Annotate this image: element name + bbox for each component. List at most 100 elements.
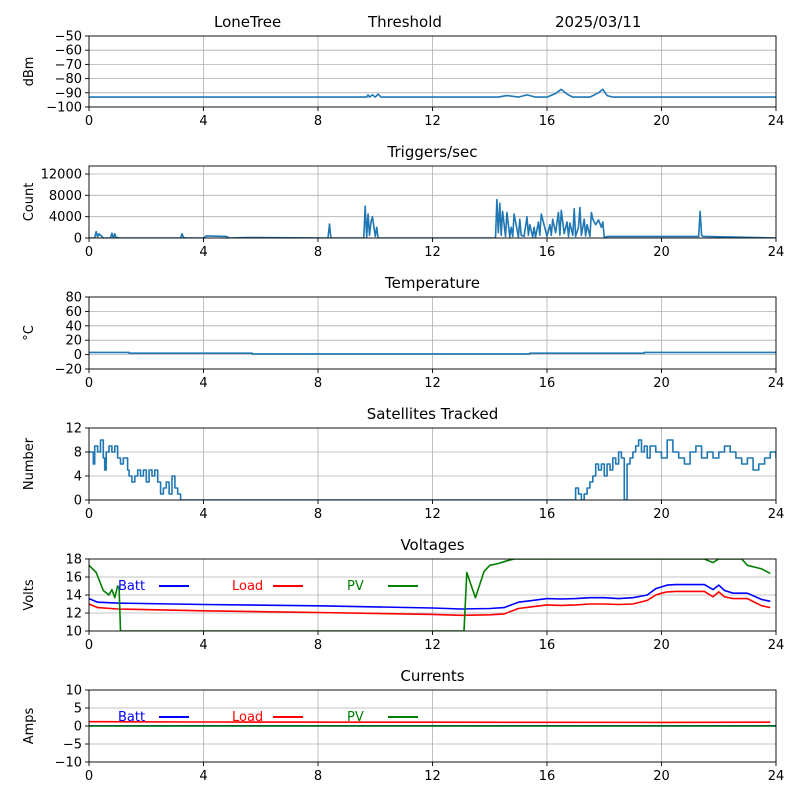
x-tick-label: 4 [199, 376, 207, 391]
x-tick-label: 16 [539, 114, 556, 129]
x-tick-label: 20 [653, 638, 670, 653]
y-tick-label: 40 [65, 319, 82, 334]
series-line-satellites [89, 439, 776, 500]
legend-label-batt: Batt [118, 579, 145, 594]
panel-title: Currents [400, 667, 464, 685]
x-tick-label: 0 [85, 507, 93, 522]
x-tick-label: 16 [539, 245, 556, 260]
y-tick-label: −5 [63, 738, 82, 753]
x-tick-label: 4 [199, 507, 207, 522]
y-tick-label: 8000 [49, 189, 82, 204]
x-tick-label: 24 [768, 507, 785, 522]
x-tick-label: 20 [653, 245, 670, 260]
x-tick-label: 8 [314, 245, 322, 260]
y-tick-label: 5 [74, 702, 82, 717]
y-tick-label: 0 [74, 494, 82, 509]
x-tick-label: 24 [768, 245, 785, 260]
y-tick-label: −60 [55, 44, 82, 59]
y-tick-label: 4000 [49, 210, 82, 225]
y-tick-label: 14 [65, 589, 82, 604]
x-tick-label: 8 [314, 376, 322, 391]
x-tick-label: 12 [424, 245, 441, 260]
station-name: LoneTree [214, 13, 281, 31]
x-tick-label: 4 [199, 769, 207, 784]
x-tick-label: 24 [768, 114, 785, 129]
y-tick-label: −50 [55, 30, 82, 45]
panel-title: Temperature [384, 274, 480, 292]
y-tick-label: −90 [55, 86, 82, 101]
y-tick-label: −100 [46, 101, 82, 116]
y-tick-label: −20 [55, 363, 82, 378]
y-tick-label: 20 [65, 334, 82, 349]
x-tick-label: 20 [653, 769, 670, 784]
x-tick-label: 24 [768, 638, 785, 653]
y-tick-label: 0 [74, 348, 82, 363]
y-tick-label: 0 [74, 720, 82, 735]
y-tick-label: 12 [65, 422, 82, 437]
legend-label-load: Load [232, 710, 263, 725]
x-tick-label: 16 [539, 507, 556, 522]
series-line-temperature [89, 351, 776, 355]
series-line-batt [89, 583, 771, 610]
x-tick-label: 0 [85, 376, 93, 391]
plot-date: 2025/03/11 [555, 13, 641, 31]
x-tick-label: 16 [539, 376, 556, 391]
legend-label-batt: Batt [118, 710, 145, 725]
y-tick-label: 4 [74, 470, 82, 485]
y-tick-label: −10 [55, 756, 82, 771]
legend-label-pv: PV [347, 579, 364, 594]
x-tick-label: 0 [85, 114, 93, 129]
panel-currents: 0 4 8 12 16 20 24 −10 −5 0 5 10 Currents Amps Batt Load… [22, 667, 784, 784]
series-line-load [89, 720, 771, 724]
x-tick-label: 0 [85, 769, 93, 784]
legend-label-pv: PV [347, 710, 364, 725]
x-tick-label: 24 [768, 769, 785, 784]
x-tick-label: 20 [653, 507, 670, 522]
x-tick-label: 0 [85, 245, 93, 260]
x-tick-label: 16 [539, 769, 556, 784]
legend-label-load: Load [232, 579, 263, 594]
panel-satellites: 0 4 8 12 16 20 24 0 4 8 12 Satellites Tracked Number [22, 405, 784, 522]
x-tick-label: 4 [199, 114, 207, 129]
x-tick-label: 12 [424, 376, 441, 391]
y-tick-label: −70 [55, 58, 82, 73]
y-tick-label: 80 [65, 291, 82, 306]
x-tick-label: 8 [314, 769, 322, 784]
y-tick-label: 12000 [41, 168, 82, 183]
y-tick-label: 12 [65, 607, 82, 622]
x-tick-label: 12 [424, 507, 441, 522]
y-tick-label: −80 [55, 72, 82, 87]
x-tick-label: 8 [314, 507, 322, 522]
x-tick-label: 20 [653, 114, 670, 129]
x-tick-label: 8 [314, 638, 322, 653]
y-tick-label: 10 [65, 625, 82, 640]
series-line-pv [89, 559, 771, 631]
y-tick-label: 18 [65, 553, 82, 568]
panel-title: Voltages [400, 536, 464, 554]
x-tick-label: 4 [199, 638, 207, 653]
x-tick-label: 12 [424, 114, 441, 129]
series-line-load [89, 590, 771, 617]
panel-voltages: 0 4 8 12 16 20 24 10 12 14 16 18 Voltages Volts Batt Lo… [22, 536, 784, 653]
plot-mode: Threshold [367, 13, 442, 31]
x-tick-label: 24 [768, 376, 785, 391]
panel-title: Triggers/sec [387, 143, 478, 161]
y-tick-label: 60 [65, 305, 82, 320]
y-tick-label: 10 [65, 684, 82, 699]
panel-title: Satellites Tracked [367, 405, 498, 423]
y-axis-label: Number [22, 437, 37, 490]
x-tick-label: 12 [424, 638, 441, 653]
panel-rssi: 0 4 8 12 16 20 24 −100−90−80−70−60−50 dBm [22, 30, 784, 130]
y-axis-label: dBm [22, 57, 37, 87]
y-axis-label: Volts [22, 579, 37, 611]
panel-triggers: 0 4 8 12 16 20 24 0 4000 8000 12000 Triggers/sec Cou… [22, 143, 784, 260]
series-line-rssi [89, 88, 776, 98]
x-tick-label: 20 [653, 376, 670, 391]
y-tick-label: 0 [74, 232, 82, 247]
x-tick-label: 16 [539, 638, 556, 653]
y-axis-label: Amps [22, 707, 37, 744]
x-tick-label: 8 [314, 114, 322, 129]
